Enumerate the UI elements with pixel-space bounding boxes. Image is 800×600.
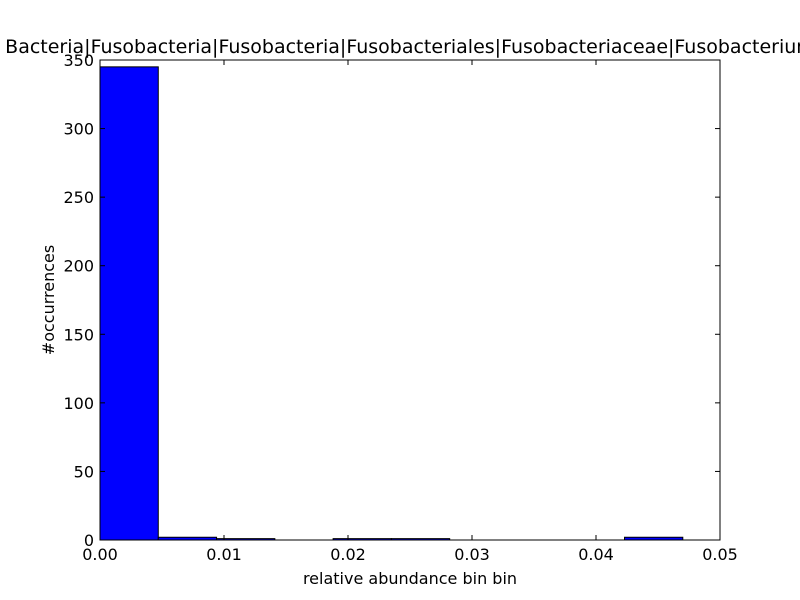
y-tick-label: 350 <box>63 51 94 70</box>
x-tick-label: 0.00 <box>82 545 118 564</box>
bars-layer <box>99 66 684 541</box>
y-tick-label: 100 <box>63 394 94 413</box>
x-tick-label: 0.03 <box>454 545 490 564</box>
y-tick-label: 250 <box>63 188 94 207</box>
y-tick-label: 300 <box>63 120 94 139</box>
ticks-layer <box>99 59 721 541</box>
y-tick-label: 200 <box>63 257 94 276</box>
x-tick-label: 0.01 <box>206 545 242 564</box>
x-tick-label: 0.05 <box>702 545 738 564</box>
x-tick-label: 0.02 <box>330 545 366 564</box>
y-tick-label: 150 <box>63 325 94 344</box>
histogram-bar <box>99 66 159 541</box>
plot-frame <box>99 59 721 541</box>
y-axis-label: #occurrences <box>39 245 58 355</box>
x-axis-label: relative abundance bin bin <box>303 569 517 588</box>
tick-labels-layer: 0.00 0.01 0.02 0.03 0.04 0.05 0 50 100 150 200 250 3… <box>63 51 737 564</box>
x-tick-label: 0.04 <box>578 545 614 564</box>
y-tick-label: 0 <box>84 531 94 550</box>
y-tick-label: 50 <box>74 462 94 481</box>
chart-title: Bacteria|Fusobacteria|Fusobacteria|Fusob… <box>5 36 800 58</box>
